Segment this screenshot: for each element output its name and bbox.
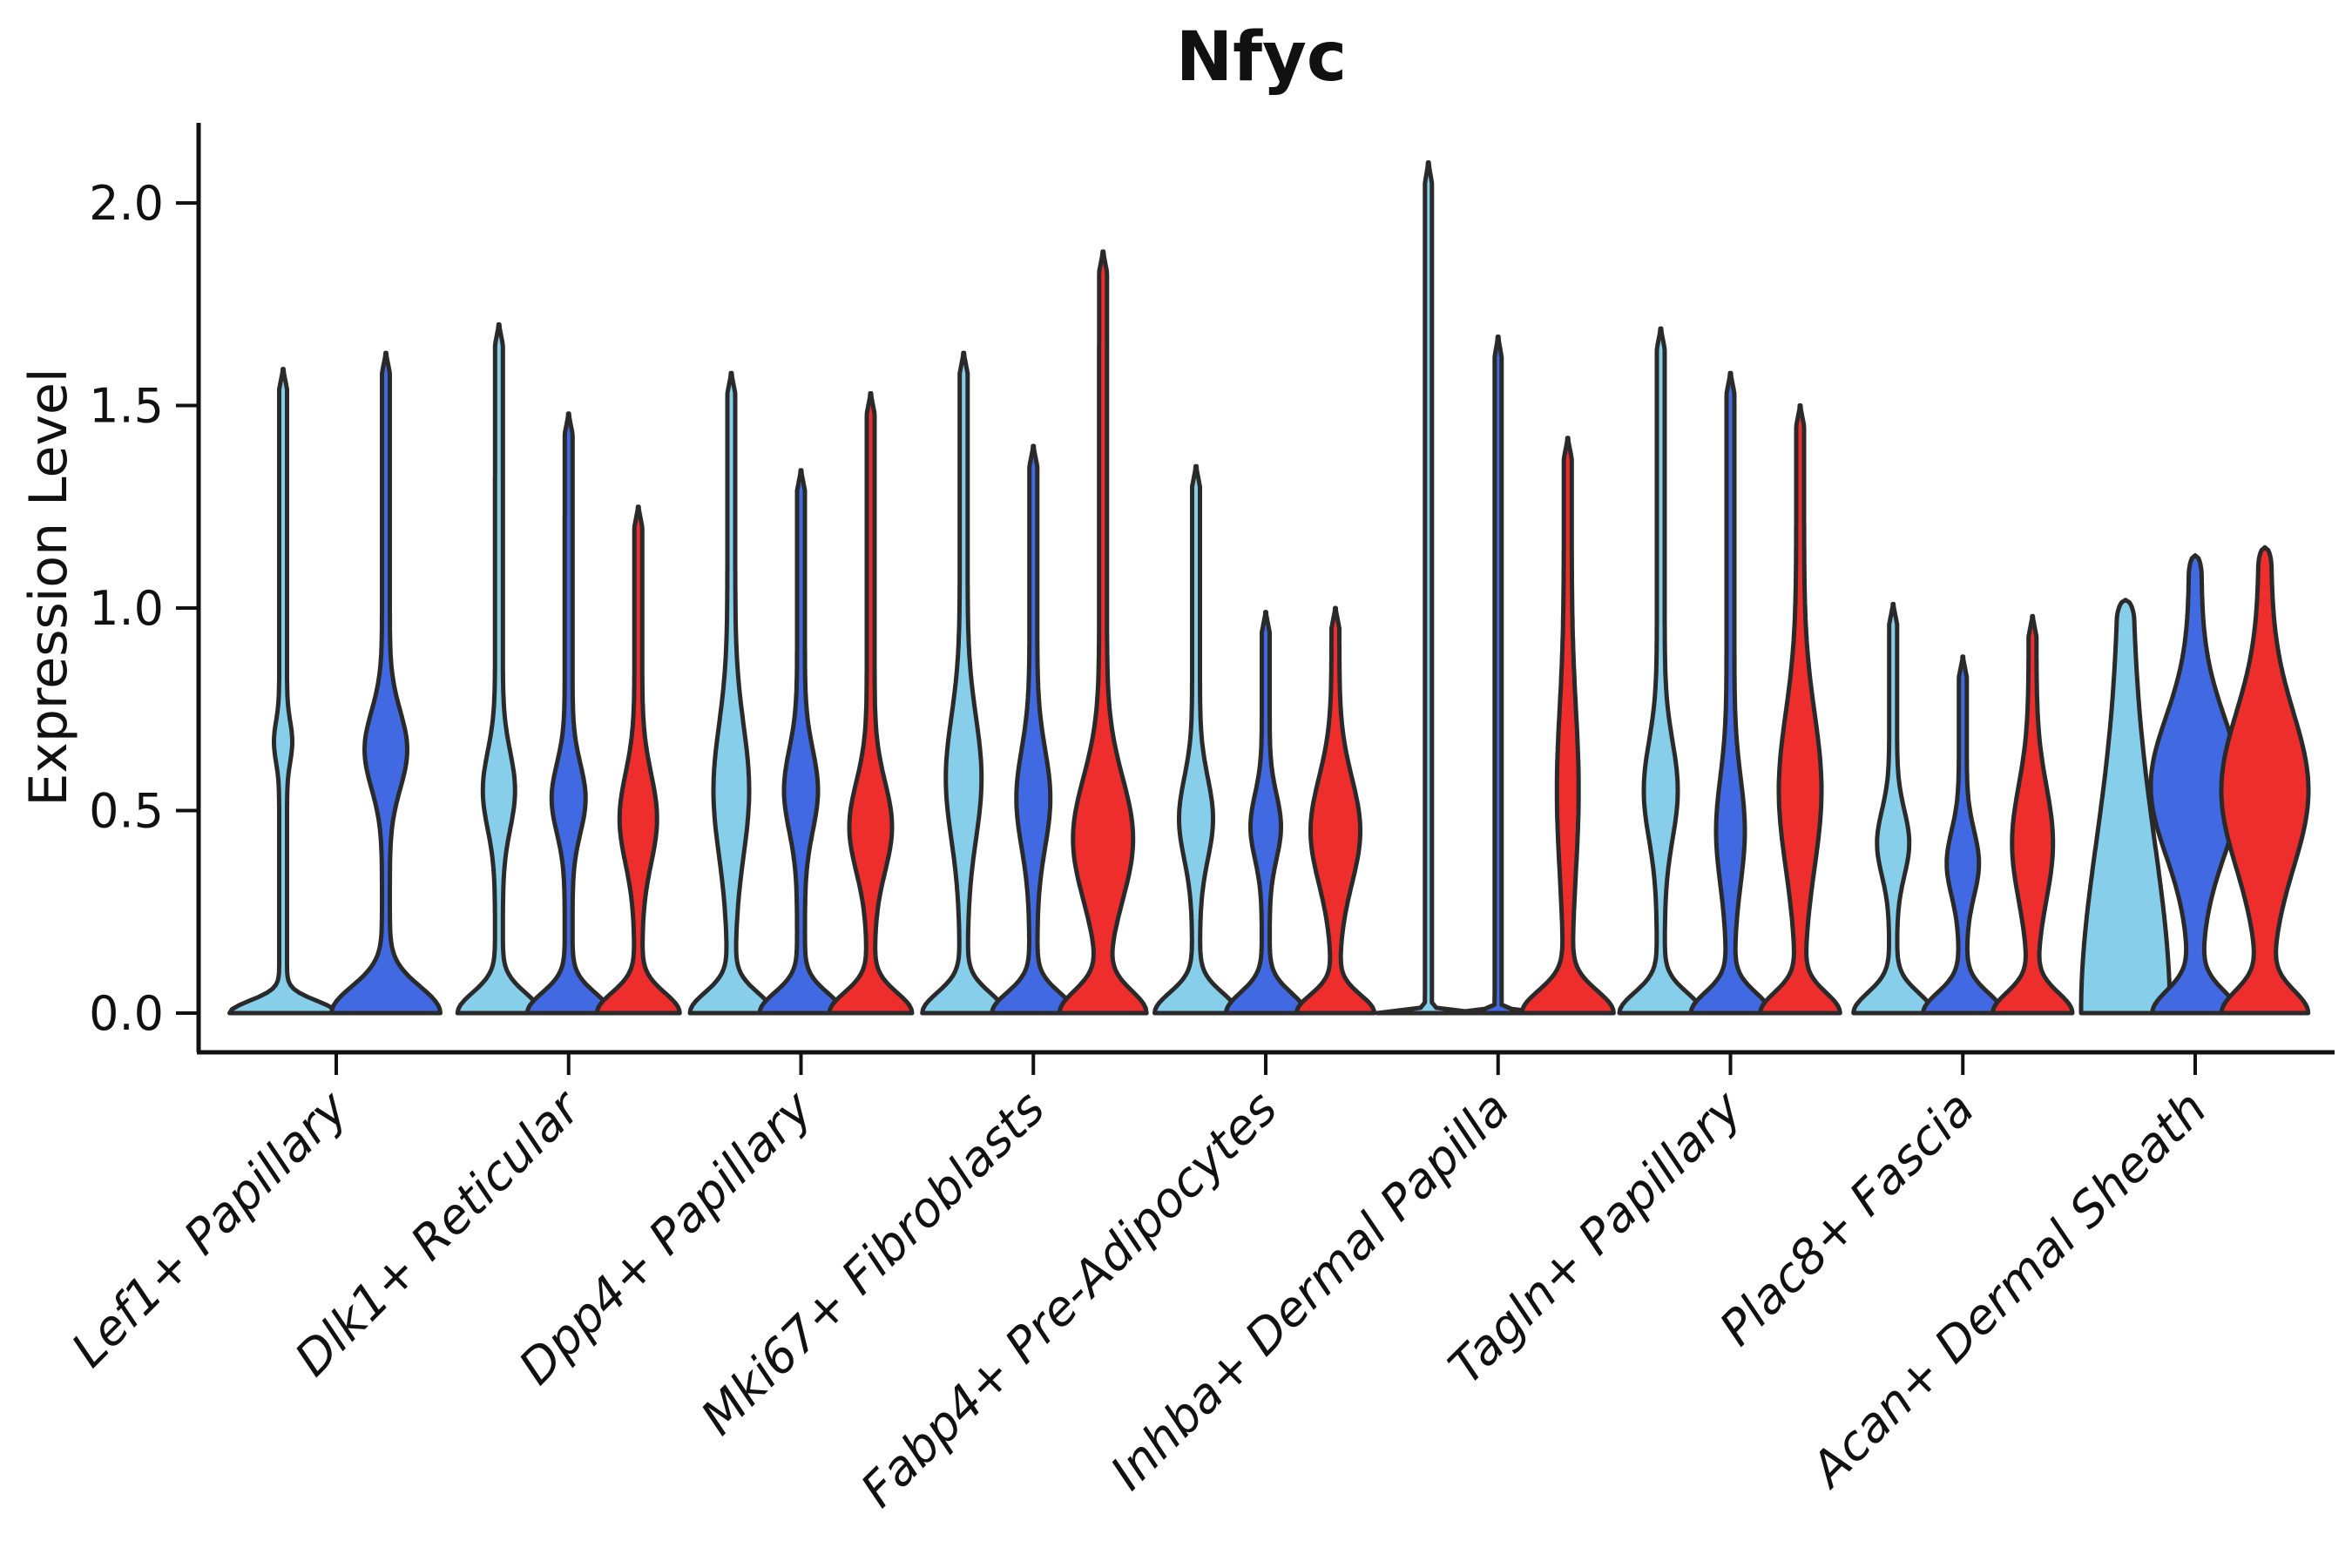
violin-plac8-s1: [1851, 601, 1936, 1016]
violin-lef1-s2: [329, 350, 443, 1016]
violin-tagln-s2: [1688, 370, 1773, 1016]
violin-fabp4-s3: [1294, 605, 1377, 1016]
violin-mki67-s1: [920, 350, 1008, 1016]
violin-inhba-s1: [1375, 160, 1483, 1016]
violin-dpp4-s3: [827, 391, 915, 1016]
violin-dlk1-s1: [455, 322, 543, 1016]
violin-mki67-s3: [1057, 249, 1149, 1016]
violin-dpp4-s1: [687, 370, 775, 1016]
y-tick-label: 0.5: [89, 784, 164, 839]
y-axis-label: Expression Level: [18, 368, 79, 806]
violin-acan-s1: [2078, 598, 2173, 1016]
chart-title: Nfyc: [1176, 18, 1347, 97]
violin-dlk1-s3: [594, 504, 682, 1016]
violin-dlk1-s2: [524, 411, 612, 1016]
violin-tagln-s1: [1617, 326, 1705, 1016]
violin-dpp4-s2: [757, 468, 845, 1016]
y-tick-label: 1.0: [89, 581, 164, 636]
violin-group-7: [1617, 326, 1842, 1016]
y-tick-label: 1.5: [89, 379, 164, 434]
violin-acan-s2: [2148, 553, 2242, 1016]
violin-group-6: [1375, 160, 1616, 1016]
violin-group-8: [1851, 601, 2075, 1016]
violin-mki67-s2: [990, 443, 1078, 1016]
y-tick-label: 2.0: [89, 176, 164, 231]
violin-group-5: [1152, 463, 1377, 1016]
violin-fabp4-s1: [1152, 463, 1240, 1016]
violin-tagln-s3: [1758, 403, 1842, 1016]
violin-lef1-s1: [227, 367, 339, 1016]
x-category-label: Acan+ Dermal Sheath: [1799, 1080, 2218, 1499]
violin-inhba-s3: [1519, 436, 1616, 1016]
violin-fabp4-s2: [1224, 610, 1308, 1016]
violin-plac8-s3: [1990, 613, 2075, 1016]
violin-group-4: [920, 249, 1149, 1016]
x-category-label: Inhba+ Dermal Papilla: [1099, 1080, 1519, 1500]
y-tick-label: 0.0: [89, 986, 164, 1041]
violin-inhba-s2: [1449, 335, 1548, 1016]
violin-plac8-s2: [1921, 654, 2005, 1016]
violin-group-1: [227, 350, 443, 1016]
violin-group-9: [2078, 544, 2311, 1016]
violin-group-2: [455, 322, 682, 1016]
violin-acan-s3: [2219, 544, 2311, 1016]
x-category-label: Fabp4+ Pre-Adipocytes: [850, 1080, 1288, 1517]
violin-group-3: [687, 370, 915, 1016]
